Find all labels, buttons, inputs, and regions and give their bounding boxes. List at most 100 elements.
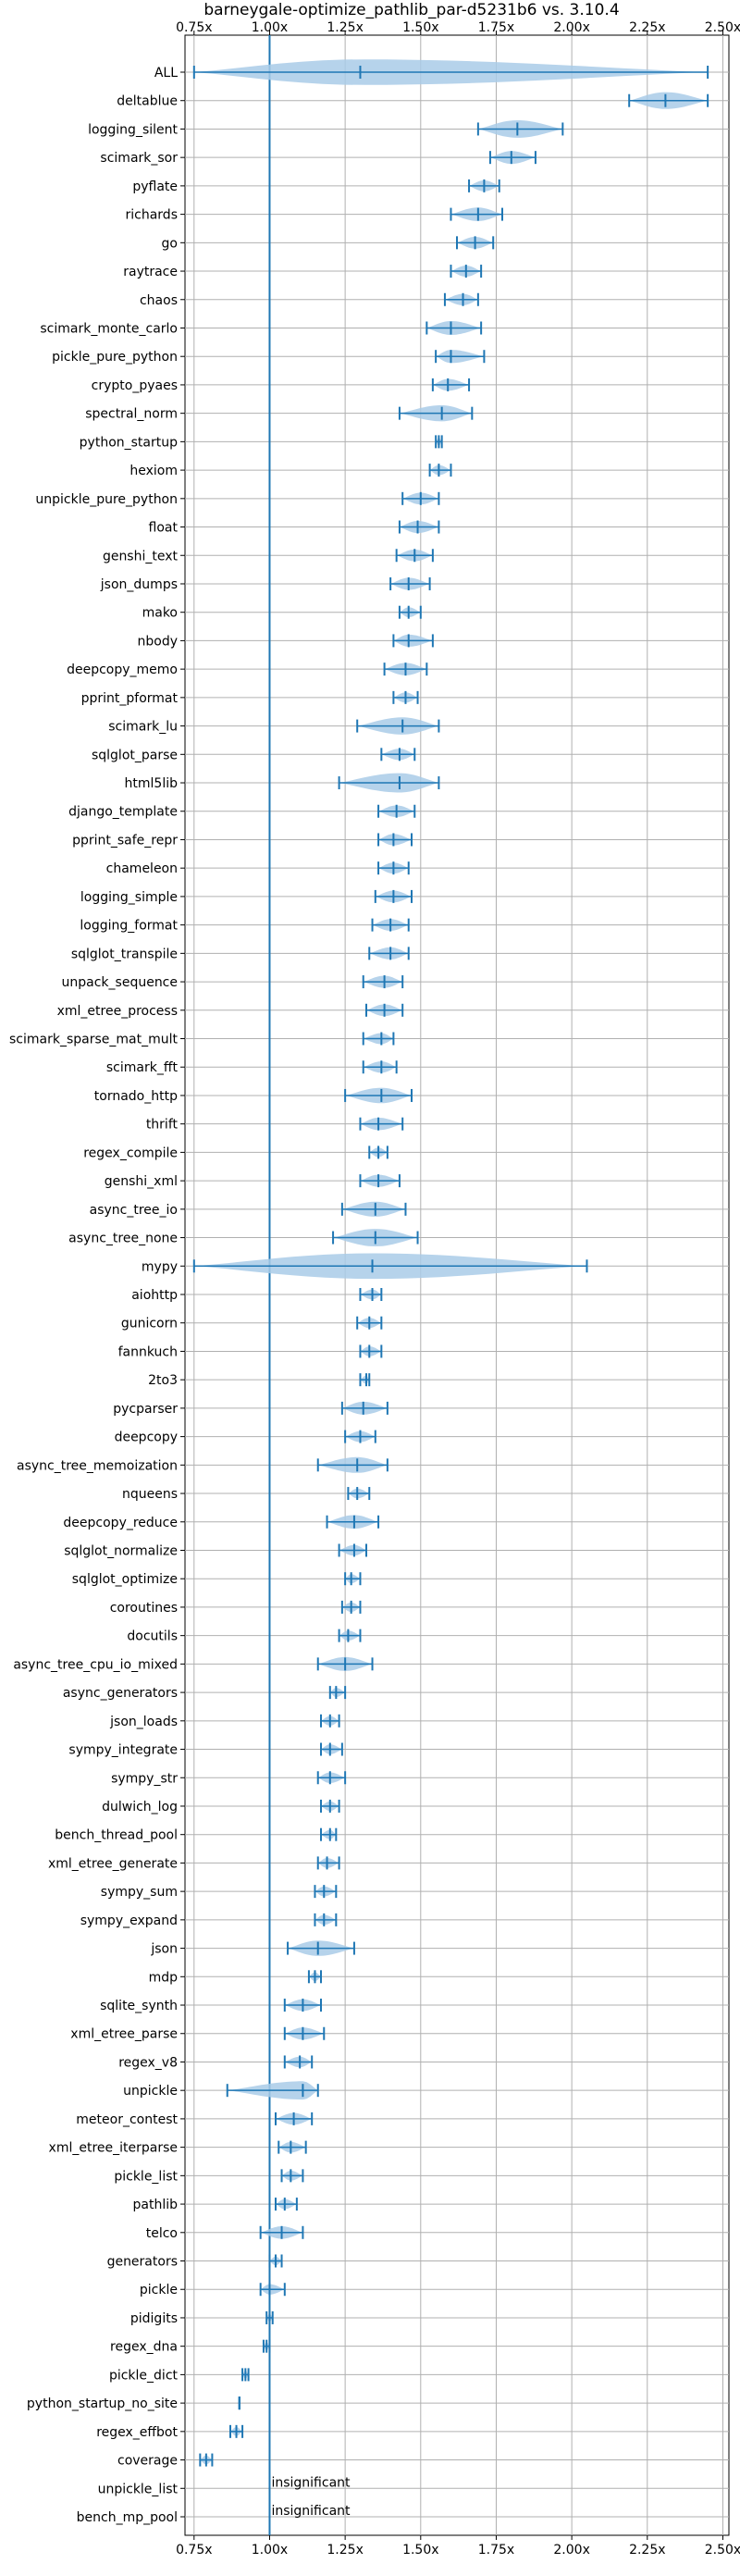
benchmark-label: telco bbox=[146, 2226, 178, 2241]
benchmark-label: ALL bbox=[154, 66, 178, 80]
benchmark-label: regex_dna bbox=[110, 2340, 178, 2355]
x-tick-label-bottom: 0.75x bbox=[176, 2543, 212, 2557]
benchmark-label: bench_thread_pool bbox=[55, 1828, 178, 1843]
benchmark-label: go bbox=[162, 236, 178, 251]
benchmark-label: pprint_pformat bbox=[81, 691, 179, 706]
benchmark-label: gunicorn bbox=[121, 1317, 178, 1331]
x-tick-label-bottom: 1.25x bbox=[327, 2543, 363, 2557]
x-tick-label-top: 1.50x bbox=[402, 20, 438, 35]
benchmark-label: raytrace bbox=[123, 265, 178, 279]
benchmark-label: genshi_text bbox=[103, 549, 179, 564]
benchmark-label: regex_effbot bbox=[96, 2425, 178, 2440]
x-tick-label-bottom: 1.00x bbox=[252, 2543, 288, 2557]
benchmark-label: nbody bbox=[138, 634, 179, 649]
insignificant-annotation: insignificant bbox=[271, 2475, 351, 2490]
benchmark-label: xml_etree_iterparse bbox=[49, 2141, 178, 2156]
x-tick-label-top: 2.00x bbox=[553, 20, 589, 35]
violin-layer: insignificant insignificant bbox=[192, 35, 709, 2535]
benchmark-label: aiohttp bbox=[131, 1288, 178, 1303]
benchmark-label: genshi_xml bbox=[105, 1174, 178, 1189]
benchmark-label: sympy_sum bbox=[101, 1885, 178, 1900]
benchmark-label: mdp bbox=[149, 1970, 179, 1985]
benchmark-label: unpickle_pure_python bbox=[35, 492, 178, 507]
benchmark-label: meteor_contest bbox=[76, 2112, 178, 2127]
benchmark-label: logging_format bbox=[80, 919, 178, 934]
benchmark-label: scimark_fft bbox=[106, 1060, 179, 1075]
benchmark-label: async_tree_cpu_io_mixed bbox=[13, 1657, 178, 1672]
benchmark-label: deepcopy_reduce bbox=[63, 1516, 178, 1530]
benchmark-label: 2to3 bbox=[148, 1373, 178, 1388]
benchmark-label: pidigits bbox=[130, 2311, 178, 2326]
x-tick-label-top: 1.25x bbox=[327, 20, 363, 35]
benchmark-label: unpickle_list bbox=[98, 2482, 179, 2496]
benchmark-label: sqlglot_parse bbox=[92, 748, 178, 762]
benchmark-label: pickle_dict bbox=[109, 2368, 179, 2383]
benchmark-label: python_startup bbox=[80, 435, 178, 450]
benchmark-label: xml_etree_generate bbox=[48, 1856, 178, 1871]
benchmark-label: pickle_pure_python bbox=[52, 350, 178, 365]
benchmark-label: json bbox=[150, 1942, 178, 1957]
x-tick-label-top: 1.75x bbox=[478, 20, 514, 35]
benchmark-label: django_template bbox=[68, 805, 178, 820]
x-tick-label-bottom: 2.50x bbox=[705, 2543, 740, 2557]
benchmark-label: sqlglot_transpile bbox=[71, 947, 178, 961]
benchmark-label: bench_mp_pool bbox=[77, 2510, 178, 2525]
benchmark-label: scimark_lu bbox=[108, 720, 178, 735]
x-tick-label-top: 0.75x bbox=[176, 20, 212, 35]
benchmark-label: hexiom bbox=[130, 464, 178, 478]
benchmark-label: deepcopy_memo bbox=[67, 663, 178, 677]
benchmark-label: deltablue bbox=[117, 94, 178, 109]
benchmark-label: coroutines bbox=[110, 1601, 178, 1616]
benchmark-label: unpickle bbox=[123, 2084, 178, 2099]
x-tick-label-bottom: 2.25x bbox=[629, 2543, 665, 2557]
benchmark-label: logging_silent bbox=[88, 122, 178, 137]
benchmark-label: python_startup_no_site bbox=[27, 2396, 178, 2411]
benchmark-label: deepcopy bbox=[115, 1430, 178, 1445]
benchmark-label: chameleon bbox=[106, 861, 178, 876]
grid-layer: 0.75x 0.75x 1.00x 1.00x 1.25x 1.25x 1.50x 1.50x… bbox=[176, 20, 740, 2557]
benchmark-label: unpack_sequence bbox=[62, 975, 178, 990]
benchmark-label: async_generators bbox=[63, 1686, 178, 1701]
benchmark-label: json_loads bbox=[109, 1715, 178, 1729]
benchmark-label: pathlib bbox=[133, 2198, 179, 2212]
benchmark-label: scimark_sparse_mat_mult bbox=[9, 1033, 178, 1047]
benchmark-label: async_tree_io bbox=[90, 1203, 178, 1218]
benchmark-label: sqlglot_normalize bbox=[64, 1543, 178, 1558]
benchmark-label: docutils bbox=[127, 1629, 178, 1644]
x-tick-label-top: 2.25x bbox=[629, 20, 665, 35]
benchmark-label: logging_simple bbox=[80, 890, 178, 905]
benchmark-label: coverage bbox=[117, 2454, 178, 2469]
x-tick-label-bottom: 1.75x bbox=[478, 2543, 514, 2557]
benchmark-label: sympy_integrate bbox=[68, 1743, 178, 1758]
insignificant-annotation: insignificant bbox=[271, 2504, 351, 2519]
chart-title: barneygale-optimize_pathlib_par-d5231b6 … bbox=[204, 1, 619, 19]
benchmark-label: json_dumps bbox=[100, 577, 178, 592]
benchmark-label: nqueens bbox=[122, 1487, 178, 1502]
label-layer: ALL deltablue logging_silent scimark_sorpyf… bbox=[9, 66, 178, 2525]
benchmark-label: pycparser bbox=[113, 1402, 178, 1417]
benchmark-label: html5lib bbox=[125, 776, 179, 791]
benchmark-label: chaos bbox=[140, 293, 178, 308]
benchmark-label: pickle bbox=[140, 2283, 178, 2297]
benchmark-label: regex_compile bbox=[83, 1146, 178, 1160]
benchmark-label: pyflate bbox=[132, 180, 178, 194]
benchmark-label: scimark_monte_carlo bbox=[40, 321, 178, 336]
benchmark-label: spectral_norm bbox=[85, 407, 178, 422]
benchmark-label: regex_v8 bbox=[118, 2055, 178, 2070]
benchmark-label: pickle_list bbox=[114, 2169, 178, 2184]
benchmark-label: tornado_http bbox=[94, 1089, 178, 1104]
benchmark-label: mypy bbox=[142, 1259, 178, 1274]
benchmark-label: xml_etree_process bbox=[57, 1004, 178, 1019]
benchmark-label: mako bbox=[142, 606, 178, 621]
benchmark-label: generators bbox=[107, 2255, 178, 2270]
benchmark-label: sqlite_synth bbox=[100, 1999, 178, 2013]
x-tick-label-bottom: 1.50x bbox=[402, 2543, 438, 2557]
benchmark-label: richards bbox=[126, 208, 179, 223]
x-tick-label-top: 1.00x bbox=[252, 20, 288, 35]
benchmark-label: sqlglot_optimize bbox=[72, 1572, 178, 1587]
benchmark-label: thrift bbox=[146, 1118, 179, 1133]
benchmark-label: sympy_str bbox=[111, 1771, 178, 1786]
benchmark-label: pprint_safe_repr bbox=[72, 833, 178, 848]
benchmark-label: xml_etree_parse bbox=[70, 2027, 178, 2042]
